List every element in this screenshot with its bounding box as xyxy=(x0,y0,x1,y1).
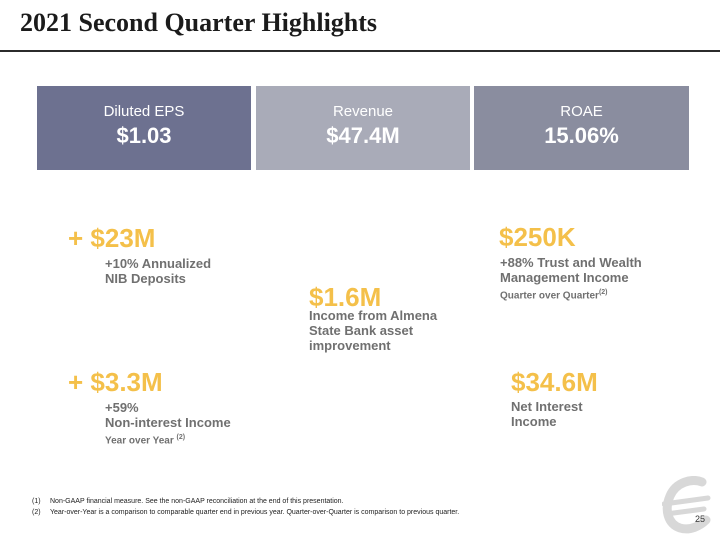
non-interest-income-description: +59% Non-interest Income Year over Year … xyxy=(105,400,231,448)
almena-income-value: $1.6M xyxy=(309,282,382,312)
desc-line: Net Interest xyxy=(511,399,583,414)
desc-line: improvement xyxy=(309,338,391,353)
box-value: 15.06% xyxy=(544,123,619,148)
box-value: $1.03 xyxy=(116,123,172,148)
footnote-text: Non-GAAP financial measure. See the non-… xyxy=(50,498,344,505)
footnote: (1) Non-GAAP financial measure. See the n… xyxy=(32,498,344,505)
title-divider xyxy=(0,50,720,52)
trust-wealth-description: +88% Trust and Wealth Management Income … xyxy=(500,255,642,303)
desc-line: +10% Annualized xyxy=(105,256,212,271)
footnote-ref: (2) xyxy=(598,289,608,296)
desc-line: State Bank asset xyxy=(309,323,414,338)
trust-wealth-value: $250K xyxy=(499,222,576,252)
non-interest-income-value: + $3.3M xyxy=(68,367,163,397)
desc-line: Income xyxy=(511,414,557,429)
box-label: Diluted EPS xyxy=(103,103,185,120)
roae-box: ROAE 15.06% xyxy=(474,86,689,170)
desc-line: Quarter over Quarter(2) xyxy=(500,289,608,302)
desc-line: +59% xyxy=(105,400,139,415)
desc-line: NIB Deposits xyxy=(105,271,186,286)
desc-line: Non-interest Income xyxy=(105,415,231,430)
desc-line: Income from Almena xyxy=(309,308,438,323)
desc-line: +88% Trust and Wealth xyxy=(500,255,642,270)
net-interest-income-value: $34.6M xyxy=(511,367,598,397)
footnote-text: Year-over-Year is a comparison to compar… xyxy=(50,509,460,516)
desc-line: Management Income xyxy=(500,270,629,285)
revenue-box: Revenue $47.4M xyxy=(256,86,470,170)
company-e-logo-icon xyxy=(661,476,714,539)
box-label: ROAE xyxy=(560,103,603,120)
nib-deposits-value: + $23M xyxy=(68,223,156,253)
footnote-number: (2) xyxy=(32,509,41,516)
box-label: Revenue xyxy=(332,103,394,120)
box-value: $47.4M xyxy=(326,123,400,148)
net-interest-income-description: Net Interest Income xyxy=(511,399,583,429)
desc-line: Year over Year (2) xyxy=(105,434,186,447)
footnote-ref: (2) xyxy=(176,434,186,441)
page-number: 25 xyxy=(695,514,706,524)
page-title: 2021 Second Quarter Highlights xyxy=(20,8,378,37)
almena-income-description: Income from Almena State Bank asset impr… xyxy=(309,308,437,353)
diluted-eps-box: Diluted EPS $1.03 xyxy=(37,86,251,170)
nib-deposits-description: +10% Annualized NIB Deposits xyxy=(105,256,211,286)
footnote: (2) Year-over-Year is a comparison to com… xyxy=(32,509,459,516)
footnote-number: (1) xyxy=(32,498,41,505)
